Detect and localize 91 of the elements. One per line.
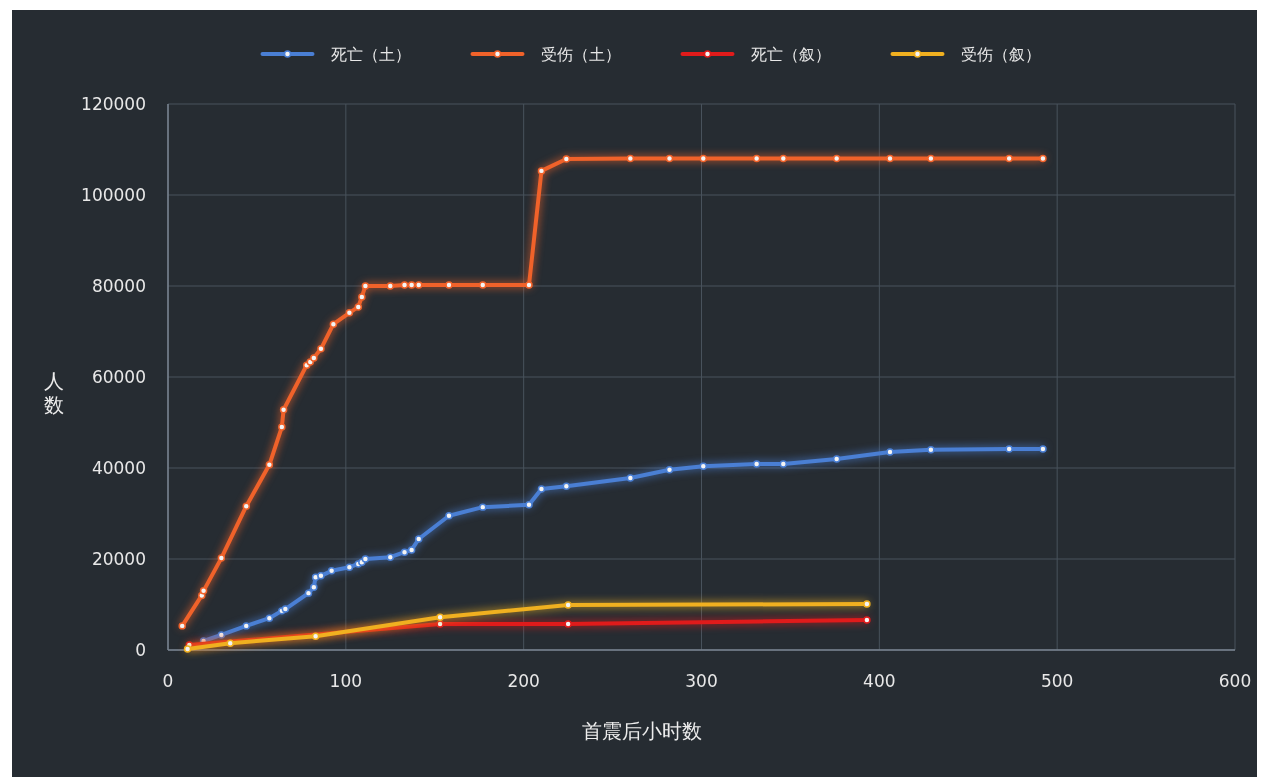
point — [626, 154, 635, 163]
point — [665, 154, 674, 163]
point — [361, 282, 370, 290]
point — [354, 303, 363, 311]
point — [281, 605, 290, 613]
legend-label: 受伤（土） — [540, 45, 621, 64]
point — [400, 548, 409, 556]
x-tick-label: 400 — [863, 671, 896, 691]
point — [400, 281, 409, 289]
point — [1005, 445, 1013, 453]
legend-label: 死亡（叙） — [750, 45, 831, 64]
point — [832, 154, 841, 163]
point — [779, 460, 788, 468]
point — [217, 554, 226, 562]
y-axis-title: 人数 — [44, 369, 64, 417]
point — [479, 281, 487, 289]
x-tick-label: 0 — [162, 671, 174, 691]
point — [317, 345, 325, 353]
point — [199, 587, 208, 595]
point — [310, 583, 318, 591]
point — [278, 423, 286, 431]
point — [832, 455, 841, 463]
y-tick-label: 60000 — [91, 367, 146, 387]
point — [345, 309, 354, 317]
point — [537, 167, 546, 175]
point — [311, 632, 320, 641]
point — [752, 154, 761, 163]
x-axis-title: 首震后小时数 — [581, 719, 702, 743]
point — [562, 482, 571, 490]
point — [178, 622, 186, 630]
y-tick-label: 0 — [135, 640, 146, 660]
x-tick-label: 200 — [507, 671, 540, 691]
point — [407, 546, 416, 554]
point — [279, 406, 288, 414]
point — [386, 553, 395, 561]
y-tick-label: 100000 — [81, 185, 146, 205]
point — [626, 474, 635, 482]
point — [304, 589, 313, 597]
point — [927, 154, 935, 163]
point — [445, 512, 453, 520]
point — [242, 622, 250, 630]
y-tick-label: 40000 — [91, 458, 146, 478]
point — [886, 154, 894, 163]
point — [699, 154, 708, 163]
point — [217, 631, 226, 639]
point — [358, 293, 366, 301]
point — [436, 620, 444, 628]
point — [1039, 154, 1047, 163]
point — [525, 501, 533, 509]
point — [361, 555, 370, 563]
point — [317, 572, 325, 580]
point — [407, 281, 416, 289]
point — [415, 281, 423, 289]
point — [779, 154, 788, 163]
point — [183, 645, 192, 653]
point — [927, 446, 935, 454]
point — [386, 282, 395, 290]
legend-label: 受伤（叙） — [960, 45, 1041, 64]
x-tick-label: 300 — [685, 671, 718, 691]
y-tick-label: 20000 — [91, 549, 146, 569]
point — [345, 563, 354, 571]
point — [242, 502, 250, 510]
x-tick-label: 100 — [329, 671, 363, 691]
point — [1039, 445, 1047, 453]
point — [752, 460, 761, 468]
point — [265, 461, 274, 469]
point — [564, 620, 572, 628]
point — [445, 281, 453, 289]
point — [1005, 154, 1013, 163]
y-tick-label: 120000 — [81, 94, 146, 114]
x-tick-label: 500 — [1040, 671, 1074, 691]
point — [665, 466, 674, 474]
point — [863, 600, 871, 608]
point — [863, 616, 871, 624]
point — [226, 639, 234, 647]
point — [327, 567, 336, 575]
point — [564, 601, 572, 609]
legend-label: 死亡（土） — [330, 45, 411, 64]
point — [562, 155, 571, 163]
point — [310, 354, 318, 362]
point — [436, 613, 444, 621]
point — [415, 535, 423, 543]
point — [479, 503, 487, 511]
point — [525, 281, 533, 289]
point — [537, 485, 546, 493]
point — [265, 614, 274, 622]
point — [699, 462, 708, 470]
point — [329, 320, 338, 328]
point — [886, 448, 894, 456]
x-tick-label: 600 — [1218, 671, 1252, 691]
y-tick-label: 80000 — [91, 276, 146, 296]
